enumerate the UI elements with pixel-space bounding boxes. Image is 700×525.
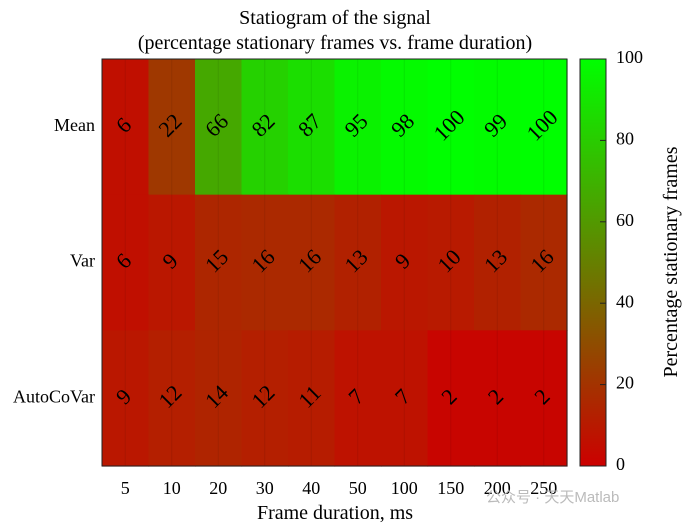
heatmap-cell bbox=[148, 59, 196, 196]
x-tick-label: 10 bbox=[163, 478, 181, 498]
x-tick-label: 100 bbox=[391, 478, 418, 498]
heatmap-cell bbox=[102, 330, 150, 467]
heatmap-cell bbox=[427, 59, 475, 196]
heatmap-cell bbox=[148, 330, 196, 467]
heatmap-cell bbox=[474, 59, 522, 196]
heatmap-cell bbox=[241, 330, 289, 467]
heatmap-cell bbox=[288, 194, 336, 331]
colorbar-label: Percentage stationary frames bbox=[660, 146, 682, 377]
heatmap-cell bbox=[520, 330, 568, 467]
colorbar-tick-label: 60 bbox=[616, 210, 634, 230]
x-tick-labels: 5 10 20 30 40 50 100 150 200 250 bbox=[121, 478, 558, 498]
heatmap-cell bbox=[334, 59, 382, 196]
colorbar bbox=[579, 58, 607, 467]
colorbar-tick-label: 80 bbox=[616, 129, 634, 149]
y-tick-labels: Mean Var AutoCoVar bbox=[13, 115, 95, 406]
x-tick-label: 250 bbox=[530, 478, 557, 498]
heatmap-cell bbox=[241, 59, 289, 196]
heatmap-cell bbox=[381, 59, 429, 196]
heatmap-cell bbox=[195, 59, 243, 196]
x-tick-label: 5 bbox=[121, 478, 130, 498]
colorbar-tick-label: 40 bbox=[616, 291, 634, 311]
colorbar-tick-label: 20 bbox=[616, 373, 634, 393]
colorbar-tick-label: 100 bbox=[616, 47, 643, 67]
heatmap-cell bbox=[195, 194, 243, 331]
heatmap-cell bbox=[148, 194, 196, 331]
x-tick-label: 200 bbox=[484, 478, 511, 498]
heatmap-cell bbox=[334, 194, 382, 331]
heatmap-cell bbox=[288, 330, 336, 467]
heatmap-cell bbox=[195, 330, 243, 467]
heatmap-cell bbox=[381, 194, 429, 331]
x-tick-label: 40 bbox=[302, 478, 320, 498]
watermark-text: 公众号 · 天天Matlab bbox=[486, 489, 619, 506]
colorbar-ticks: 0 20 40 60 80 100 bbox=[600, 47, 643, 474]
heatmap-cell bbox=[334, 330, 382, 467]
chart-subtitle: (percentage stationary frames vs. frame … bbox=[138, 32, 532, 54]
chart-title: Statiogram of the signal bbox=[239, 7, 431, 29]
y-tick-label: Var bbox=[70, 251, 95, 271]
plot-frame bbox=[101, 58, 568, 467]
colorbar-tick-label: 0 bbox=[616, 454, 625, 474]
heatmap-cells bbox=[102, 59, 568, 467]
x-tick-label: 20 bbox=[209, 478, 227, 498]
heatmap-cell bbox=[520, 194, 568, 331]
heatmap-cell bbox=[427, 194, 475, 331]
heatmap-cell bbox=[241, 194, 289, 331]
heatmap-cell bbox=[381, 330, 429, 467]
x-axis-label: Frame duration, ms bbox=[257, 502, 413, 524]
heatmap-cell bbox=[520, 59, 568, 196]
heatmap-cell bbox=[427, 330, 475, 467]
x-tick-label: 150 bbox=[437, 478, 464, 498]
x-tick-label: 30 bbox=[256, 478, 274, 498]
heatmap-cell bbox=[102, 59, 150, 196]
heatmap-cell bbox=[102, 194, 150, 331]
x-tick-label: 50 bbox=[349, 478, 367, 498]
y-tick-label: Mean bbox=[54, 115, 95, 135]
heatmap-cell bbox=[474, 194, 522, 331]
heatmap-cell bbox=[288, 59, 336, 196]
heatmap-cell bbox=[474, 330, 522, 467]
y-tick-label: AutoCoVar bbox=[13, 386, 95, 406]
